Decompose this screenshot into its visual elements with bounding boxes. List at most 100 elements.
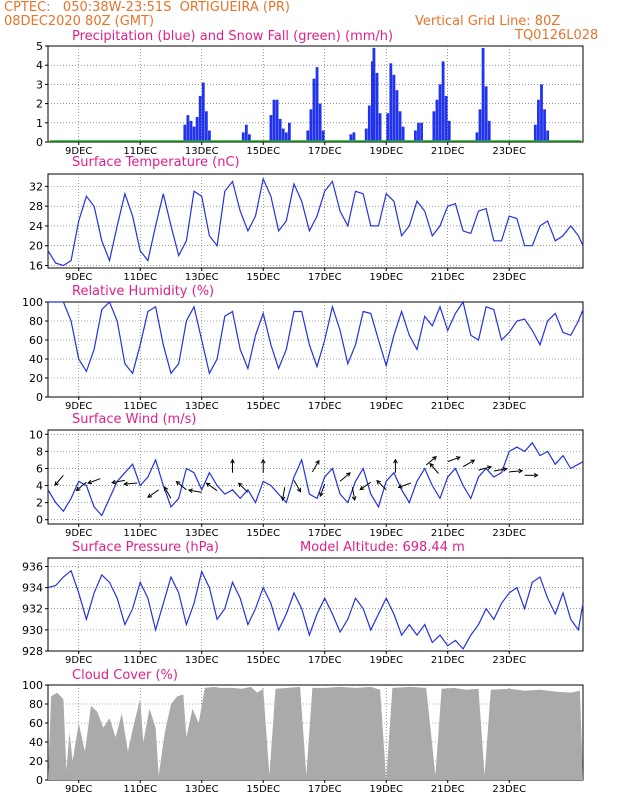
wind-arrow	[230, 458, 235, 473]
precip-bar	[247, 134, 251, 142]
x-tick-label: 17DEC	[308, 655, 342, 666]
precip-bar	[378, 113, 382, 142]
wind-arrow	[311, 459, 320, 473]
x-tick-label: 23DEC	[492, 272, 526, 283]
wind-arrow	[429, 462, 439, 474]
x-tick-label: 13DEC	[185, 528, 219, 539]
precip-bar	[195, 117, 199, 142]
x-tick-label: 13DEC	[185, 272, 219, 283]
y-tick-label: 0	[36, 136, 43, 149]
precip-bar	[438, 84, 442, 142]
pressure-line	[47, 569, 584, 650]
precip-bar	[318, 103, 322, 142]
header-line2: 08DEC2020 80Z (GMT)	[4, 14, 155, 29]
precip-bar	[201, 82, 205, 142]
y-tick-label: 20	[29, 240, 43, 253]
wind-arrow	[111, 479, 125, 485]
panel-frame	[47, 557, 584, 652]
wind-arrow	[359, 481, 372, 491]
panel-title-wind: Surface Wind (m/s)	[72, 412, 197, 427]
precip-bar	[275, 99, 279, 142]
y-tick-label: 100	[22, 679, 43, 692]
precip-bar	[414, 130, 417, 142]
y-tick-label: 0	[36, 774, 43, 787]
precip-bar	[543, 109, 546, 142]
x-tick-label: 23DEC	[492, 401, 526, 412]
precip-bar	[398, 111, 402, 142]
wind-arrow	[478, 465, 493, 471]
precip-bar	[306, 130, 310, 142]
precip-bar	[395, 90, 399, 142]
precip-bar	[481, 47, 485, 142]
x-tick-label: 11DEC	[123, 272, 157, 283]
y-tick-label: 16	[29, 260, 43, 273]
wind-arrow	[509, 468, 524, 474]
wind-arrow	[397, 482, 411, 489]
x-tick-label: 19DEC	[369, 401, 403, 412]
precip-bar	[269, 115, 273, 142]
x-tick-label: 13DEC	[185, 784, 219, 795]
precip-bar	[309, 109, 313, 142]
precip-bar	[537, 99, 540, 142]
precip-bar	[417, 122, 420, 142]
y-tick-label: 3	[36, 78, 43, 91]
panel-frame	[47, 429, 584, 525]
panel-title-humidity: Relative Humidity (%)	[72, 284, 215, 299]
y-tick-label: 40	[29, 353, 43, 366]
precip-bar	[392, 74, 396, 142]
wind-arrow	[280, 487, 286, 502]
wind-arrow	[339, 472, 351, 482]
x-tick-label: 15DEC	[246, 146, 280, 157]
wind-arrow	[237, 482, 249, 493]
precip-bar	[444, 95, 448, 142]
x-tick-label: 15DEC	[246, 528, 280, 539]
wind-arrow	[293, 480, 302, 493]
header-line1: CPTEC: 050:38W-23:51S ORTIGUEIRA (PR)	[4, 0, 290, 15]
x-tick-label: 11DEC	[123, 655, 157, 666]
y-tick-label: 28	[29, 200, 43, 213]
x-tick-label: 9DEC	[65, 655, 92, 666]
precip-bar	[372, 47, 376, 142]
precip-bar	[281, 128, 285, 142]
x-tick-label: 9DEC	[65, 146, 92, 157]
y-tick-label: 60	[29, 717, 43, 730]
y-tick-label: 100	[22, 296, 43, 309]
x-tick-label: 17DEC	[308, 272, 342, 283]
x-tick-label: 23DEC	[492, 655, 526, 666]
y-tick-label: 928	[22, 645, 43, 658]
y-tick-label: 80	[29, 315, 43, 328]
precip-bar	[287, 122, 291, 142]
wind-arrow	[54, 474, 64, 486]
wind-arrow	[493, 467, 508, 472]
x-tick-label: 11DEC	[123, 784, 157, 795]
wind-arrow	[205, 482, 218, 492]
precip-bar	[321, 130, 325, 142]
grid-note: Vertical Grid Line: 80Z	[415, 14, 561, 29]
x-tick-label: 13DEC	[185, 401, 219, 412]
x-tick-label: 21DEC	[431, 655, 465, 666]
precip-bar	[364, 128, 368, 142]
y-tick-label: 936	[22, 560, 43, 573]
x-tick-label: 11DEC	[123, 401, 157, 412]
precip-bar	[367, 105, 371, 142]
precip-bar	[241, 132, 245, 142]
wind-arrow	[462, 459, 476, 468]
precip-bar	[420, 122, 423, 142]
wind-arrow	[147, 489, 159, 498]
precip-bar	[349, 134, 353, 142]
y-tick-label: 80	[29, 698, 43, 711]
wind-arrow	[524, 472, 539, 478]
precip-bar	[546, 130, 550, 142]
x-tick-label: 21DEC	[431, 146, 465, 157]
precip-bar	[487, 120, 491, 142]
y-tick-label: 6	[36, 462, 43, 475]
x-tick-label: 19DEC	[369, 146, 403, 157]
y-tick-label: 24	[29, 220, 43, 233]
x-tick-label: 13DEC	[185, 146, 219, 157]
model-altitude: Model Altitude: 698.44 m	[300, 540, 465, 555]
y-tick-label: 5	[36, 40, 43, 53]
panel-title-precipitation: Precipitation (blue) and Snow Fall (gree…	[72, 29, 394, 44]
wind-arrow	[351, 487, 357, 502]
x-tick-label: 15DEC	[246, 401, 280, 412]
